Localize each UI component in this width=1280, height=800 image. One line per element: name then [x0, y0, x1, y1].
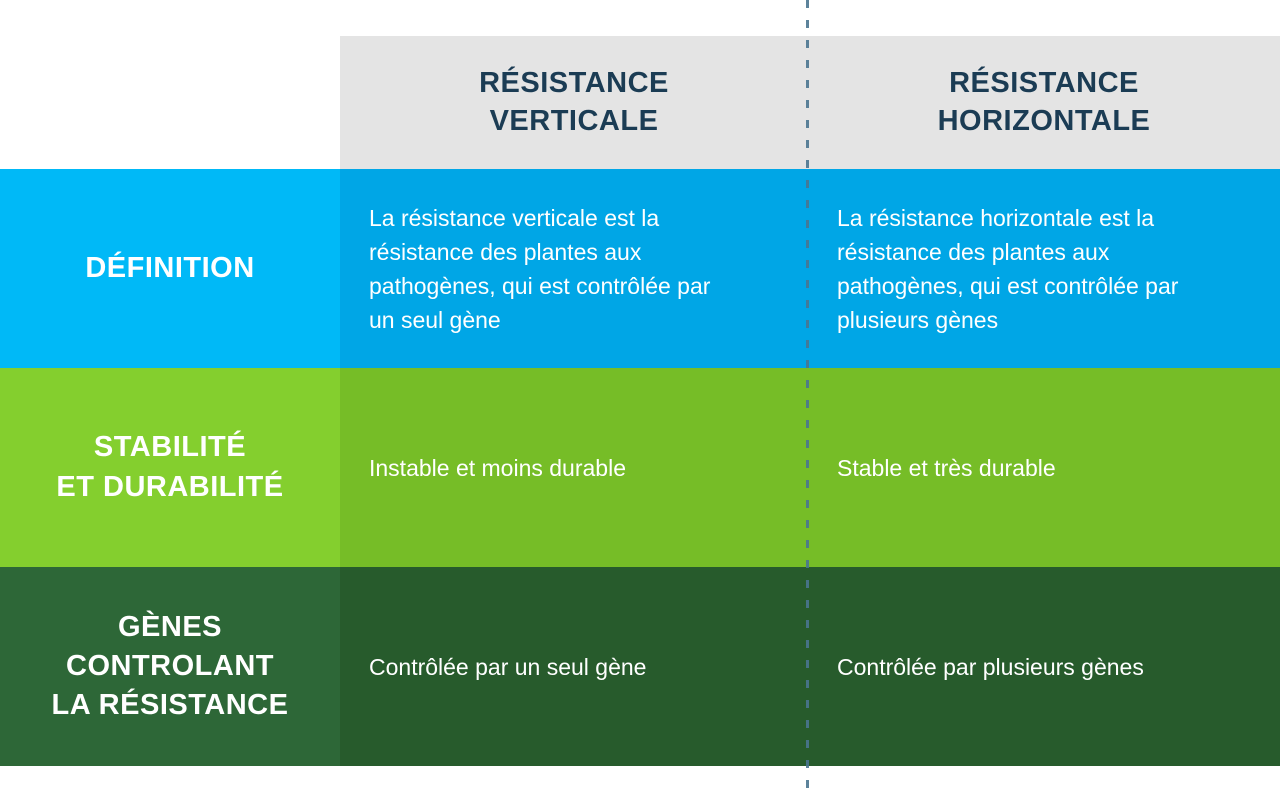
column-header-resistance-verticale: RÉSISTANCE VERTICALE — [479, 67, 669, 137]
row-label-definition: DÉFINITION — [0, 169, 340, 368]
row-label-stabilite-durabilite: STABILITÉ ET DURABILITÉ — [0, 368, 340, 567]
column-header-resistance-horizontale: RÉSISTANCE HORIZONTALE — [937, 67, 1151, 137]
table-row: STABILITÉ ET DURABILITÉ Instable et moin… — [0, 368, 1280, 567]
table-row: GÈNES CONTROLANT LA RÉSISTANCE Contrôlée… — [0, 567, 1280, 766]
cell-genes-horizontale: Contrôlée par plusieurs gènes — [808, 567, 1280, 766]
row-label-genes-controlant: GÈNES CONTROLANT LA RÉSISTANCE — [0, 567, 340, 766]
table-row: DÉFINITION La résistance verticale est l… — [0, 169, 1280, 368]
cell-definition-verticale: La résistance verticale est la résistanc… — [340, 169, 808, 368]
cell-stabilite-verticale: Instable et moins durable — [340, 368, 808, 567]
cell-definition-horizontale: La résistance horizontale est la résista… — [808, 169, 1280, 368]
table-header: RÉSISTANCE VERTICALE RÉSISTANCE HORIZONT… — [340, 36, 1280, 169]
cell-stabilite-horizontale: Stable et très durable — [808, 368, 1280, 567]
column-separator-dashed-line — [806, 0, 809, 800]
cell-genes-verticale: Contrôlée par un seul gène — [340, 567, 808, 766]
